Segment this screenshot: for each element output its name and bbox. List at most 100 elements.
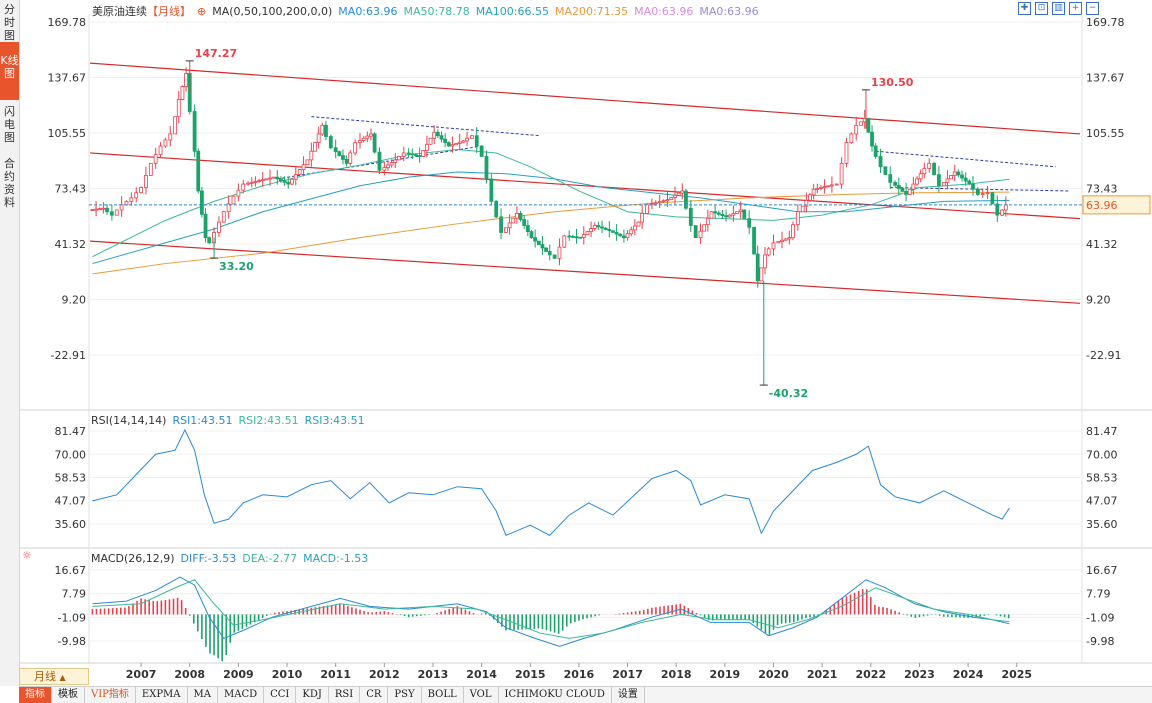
candle-body [625, 233, 630, 239]
candle-body [241, 183, 246, 191]
x-tick-label: 2015 [515, 668, 546, 681]
candle-body [600, 226, 604, 229]
candle-body [844, 142, 849, 164]
candle-body [435, 131, 440, 137]
indicator-tab[interactable]: MA [188, 687, 218, 703]
candle-body [432, 131, 437, 139]
candle-body [585, 231, 590, 236]
candle-body [705, 217, 710, 226]
fit-icon[interactable]: ⊡ [1035, 2, 1048, 15]
candle-body [192, 111, 197, 152]
indicator-tab[interactable]: 指标 [19, 687, 52, 703]
candle-body [369, 133, 373, 137]
macd-tick-label-left: 16.67 [55, 564, 87, 577]
candle-body [990, 192, 995, 205]
candle-body [971, 183, 975, 190]
left-sidebar: 分时图 K线图 闪电图 合约资料 [0, 0, 20, 686]
rsi2-value: RSI2:43.51 [238, 414, 299, 427]
candle-body [417, 155, 422, 157]
candle-body [173, 116, 178, 135]
candle-body [268, 177, 272, 180]
candle-body [101, 207, 106, 210]
candle-body [900, 187, 905, 192]
candle-body [839, 162, 844, 185]
candle-body [963, 177, 968, 182]
candle-body [454, 143, 458, 146]
candle-body [90, 209, 95, 211]
candle-body [271, 176, 276, 179]
candle-body [544, 247, 548, 252]
candle-body [822, 186, 827, 189]
indicator-tab[interactable]: CR [360, 687, 389, 703]
sidebar-tab-flash[interactable]: 闪电图 [4, 105, 15, 144]
indicator-tab[interactable]: EXPMA [136, 687, 188, 703]
candle-body [547, 251, 552, 256]
indicator-tab[interactable]: KDJ [296, 687, 329, 703]
candle-body [771, 242, 776, 250]
ma-legend-item: MA100:66.55 [475, 5, 549, 18]
candle-body [870, 131, 874, 147]
candle-body [1003, 204, 1008, 211]
indicator-tab[interactable]: VOL [464, 687, 499, 703]
candle-body [995, 203, 1000, 216]
candle-body [945, 178, 950, 183]
candle-body [878, 156, 883, 168]
candle-body [139, 187, 143, 194]
candle-body [698, 230, 703, 239]
candle-body [522, 219, 527, 226]
candle-body [791, 224, 795, 239]
sidebar-tab-kline[interactable]: K线图 [0, 42, 19, 100]
candle-body [669, 197, 674, 201]
candle-body [176, 98, 181, 118]
candle-body [382, 167, 387, 171]
indicator-tab[interactable]: ICHIMOKU CLOUD [499, 687, 612, 703]
zoom-out-icon[interactable]: − [1086, 2, 1099, 15]
candle-body [693, 225, 698, 239]
indicator-tab[interactable]: CCI [264, 687, 297, 703]
candle-body [114, 209, 119, 216]
ma-legend-item: MA50:78.78 [403, 5, 470, 18]
x-tick-label: 2011 [320, 668, 351, 681]
candle-body [747, 218, 752, 228]
sidebar-tab-contract-info[interactable]: 合约资料 [4, 157, 15, 209]
candle-body [949, 175, 953, 180]
candle-body [918, 173, 923, 180]
candle-body [443, 138, 448, 143]
x-tick-label: 2017 [612, 668, 643, 681]
period-selector[interactable]: 月线 ▲ [19, 668, 89, 685]
candle-body [570, 235, 575, 238]
grid-icon[interactable]: ✚ [1018, 2, 1031, 15]
indicator-tab[interactable]: PSY [388, 687, 422, 703]
sidebar-tab-timeshare[interactable]: 分时图 [4, 3, 15, 42]
candle-body [377, 151, 382, 171]
layout-icon[interactable]: ▥ [1052, 2, 1065, 15]
rsi-tick-label-right: 58.53 [1086, 472, 1118, 485]
settings-gear-icon[interactable]: ⊕ [197, 5, 207, 18]
extreme-label: 130.50 [871, 76, 914, 89]
candle-body [776, 241, 781, 244]
candle-body [446, 142, 451, 147]
x-tick-label: 2022 [855, 668, 886, 681]
candle-body [688, 207, 693, 226]
indicator-tab[interactable]: VIP指标 [85, 687, 136, 703]
zoom-in-icon[interactable]: + [1069, 2, 1082, 15]
indicator-tab[interactable]: MACD [218, 687, 265, 703]
indicator-tab[interactable]: RSI [329, 687, 361, 703]
candle-body [533, 237, 538, 242]
candle-body [282, 180, 287, 183]
indicator-tab[interactable]: BOLL [422, 687, 464, 703]
candle-body [257, 180, 261, 183]
candle-body [264, 178, 269, 181]
rsi-tick-label-left: 58.53 [55, 472, 87, 485]
candle-body [985, 192, 990, 195]
macd-dea-value: DEA:-2.77 [242, 552, 298, 565]
indicator-tab[interactable]: 设置 [612, 687, 645, 703]
chart-canvas[interactable]: 169.78 169.78 137.67 137.67 105.55 105.55 73.4… [0, 0, 1152, 686]
indicator-tab[interactable]: 模板 [52, 687, 85, 703]
sun-icon[interactable]: ☼ [22, 549, 32, 562]
candle-body [1000, 209, 1005, 216]
last-price-label: 63.96 [1086, 199, 1118, 212]
period-label: 月线 [34, 670, 56, 683]
candle-body [465, 137, 469, 142]
candle-body [529, 231, 534, 239]
